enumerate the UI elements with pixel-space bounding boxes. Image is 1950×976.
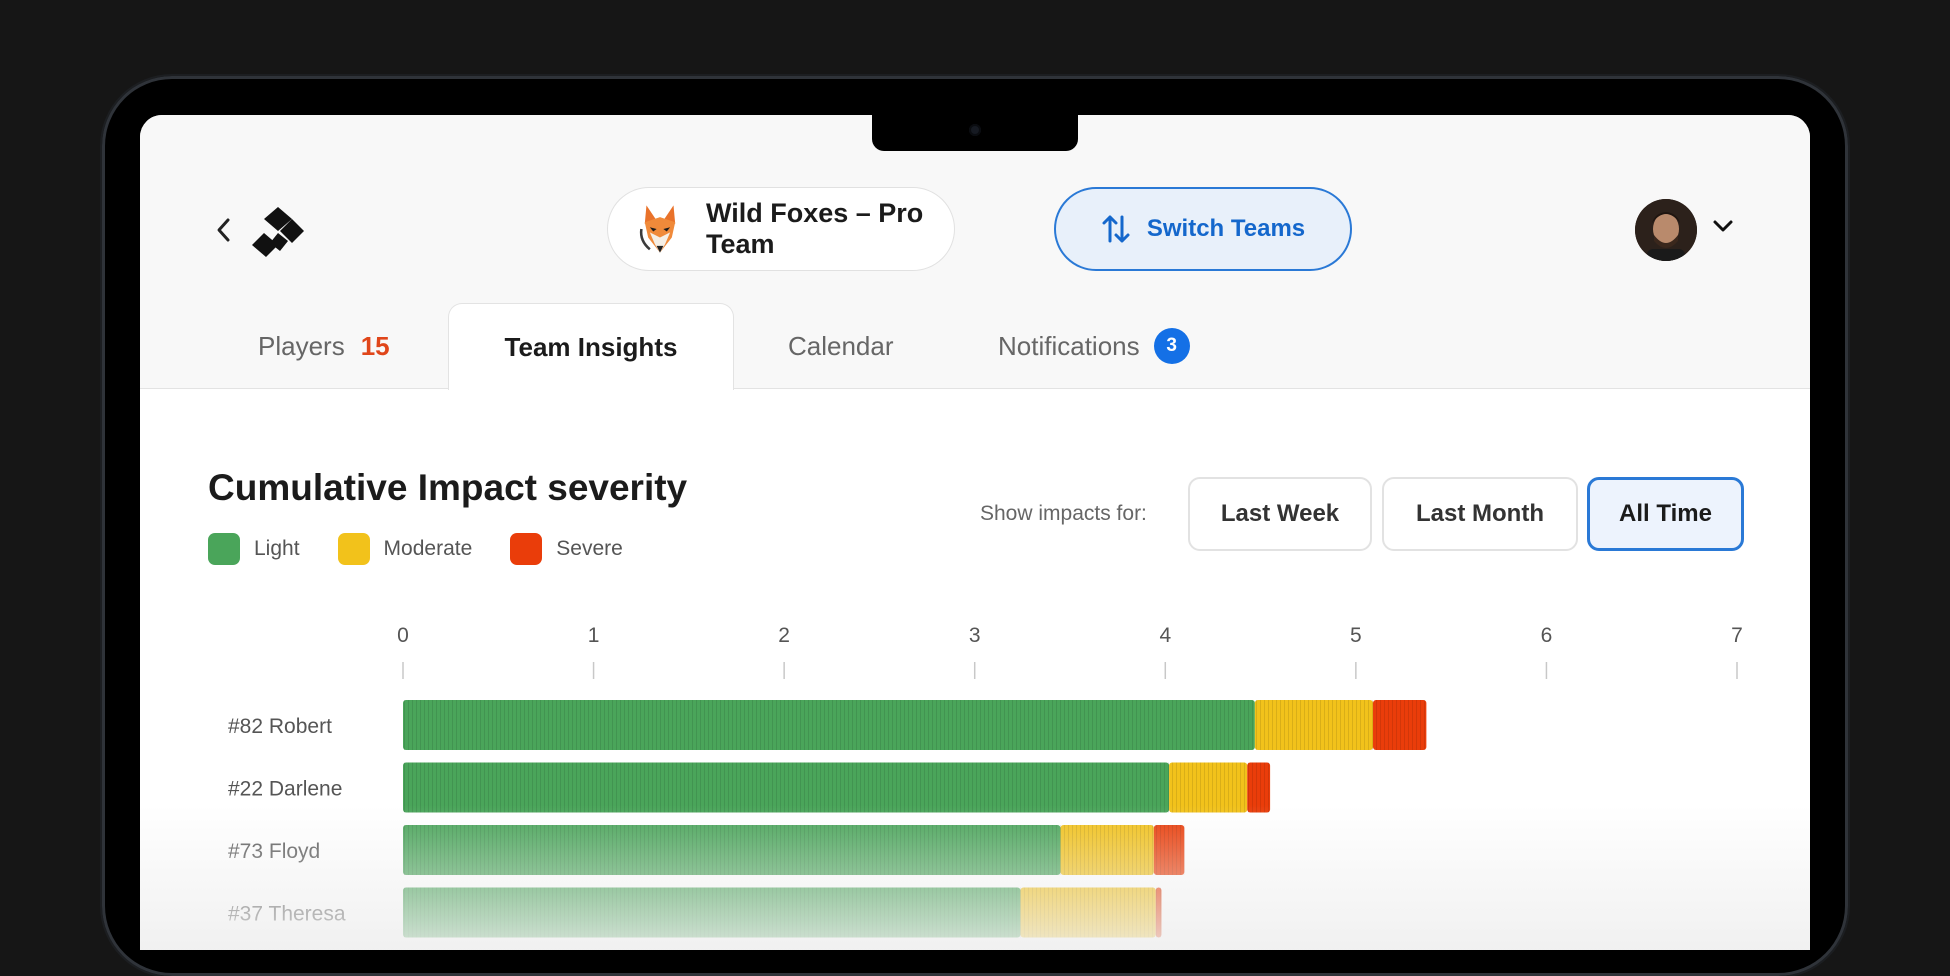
tab-team-insights[interactable]: Team Insights: [448, 303, 734, 390]
x-tick-label: 3: [969, 624, 981, 647]
chevron-left-icon: [217, 218, 230, 242]
x-tick-label: 6: [1541, 624, 1553, 647]
legend-item-light: Light: [208, 533, 300, 565]
x-tick-label: 2: [778, 624, 790, 647]
range-last-month-button[interactable]: Last Month: [1382, 477, 1578, 551]
switch-teams-label: Switch Teams: [1146, 215, 1306, 242]
tab-calendar[interactable]: Calendar: [788, 303, 894, 389]
legend-label-severe: Severe: [556, 537, 623, 560]
header-bar: Wild Foxes – Pro Team Switch Teams Pla: [140, 115, 1810, 390]
legend-label-light: Light: [254, 537, 300, 560]
chart-legend: Light Moderate Severe: [208, 533, 661, 565]
swap-vertical-icon: [1102, 215, 1130, 243]
bar-texture: [1247, 762, 1271, 813]
team-selector[interactable]: Wild Foxes – Pro Team: [607, 187, 955, 271]
fox-logo-icon: [639, 205, 676, 253]
range-all-time-button[interactable]: All Time: [1587, 477, 1744, 551]
chart-title: Cumulative Impact severity: [208, 467, 688, 508]
chart-row: #37 Theresa: [228, 887, 1162, 938]
avatar-photo-icon: [1635, 199, 1697, 261]
team-name: Wild Foxes – Pro Team: [705, 198, 924, 259]
bar-texture: [1020, 887, 1156, 938]
bar-texture: [403, 762, 1170, 813]
legend-item-severe: Severe: [510, 533, 623, 565]
tab-players-label: Players: [258, 330, 345, 361]
x-tick-label: 5: [1350, 624, 1362, 647]
chart-row: #73 Floyd: [228, 825, 1185, 875]
bar-texture: [403, 887, 1021, 938]
bar-texture: [403, 825, 1061, 875]
notifications-badge: 3: [1153, 328, 1190, 364]
row-label: #73 Floyd: [228, 840, 320, 863]
x-tick-label: 7: [1731, 624, 1743, 647]
tab-team-insights-label: Team Insights: [504, 331, 678, 362]
tab-notifications-label: Notifications: [998, 330, 1140, 361]
bar-texture: [1153, 825, 1185, 875]
row-label: #82 Robert: [228, 715, 332, 738]
x-tick-label: 1: [588, 624, 600, 647]
x-tick-label: 4: [1159, 624, 1171, 647]
range-last-month-label: Last Month: [1416, 500, 1544, 527]
x-tick-label: 0: [397, 624, 409, 647]
show-impacts-label: Show impacts for:: [980, 502, 1147, 525]
bar-texture: [1155, 887, 1162, 938]
camera-notch: [872, 115, 1078, 151]
tab-players[interactable]: Players 15: [258, 303, 390, 389]
x-axis: 0 1 2 3 4 5 6 7: [397, 624, 1743, 679]
back-button[interactable]: [212, 215, 236, 245]
range-all-time-label: All Time: [1619, 500, 1712, 527]
row-label: #37 Theresa: [228, 903, 346, 926]
tab-notifications[interactable]: Notifications 3: [998, 303, 1190, 389]
range-last-week-button[interactable]: Last Week: [1188, 477, 1372, 551]
bar-texture: [403, 700, 1255, 750]
tab-bar: Players 15 Team Insights Calendar Notifi…: [140, 303, 1810, 390]
bar-texture: [1254, 700, 1374, 750]
chart-row: #82 Robert: [228, 700, 1427, 750]
tab-calendar-label: Calendar: [788, 330, 894, 361]
bar-texture: [1060, 825, 1154, 875]
players-count: 15: [360, 330, 390, 361]
chevron-down-icon[interactable]: [1712, 219, 1734, 233]
range-last-week-label: Last Week: [1220, 500, 1340, 527]
app-screen: Wild Foxes – Pro Team Switch Teams Pla: [140, 115, 1810, 950]
legend-label-moderate: Moderate: [383, 537, 473, 560]
bar-texture: [1373, 700, 1427, 750]
switch-teams-button[interactable]: Switch Teams: [1054, 187, 1352, 271]
bar-texture: [1169, 762, 1248, 813]
legend-swatch-moderate: [337, 533, 370, 565]
legend-item-moderate: Moderate: [337, 533, 473, 565]
legend-swatch-light: [208, 533, 240, 565]
chart-row: #22 Darlene: [228, 762, 1271, 813]
user-avatar[interactable]: [1635, 199, 1697, 261]
legend-swatch-severe: [510, 533, 543, 565]
row-label: #22 Darlene: [228, 778, 342, 801]
brand-logo[interactable]: [252, 207, 304, 257]
camera-icon: [969, 124, 981, 136]
chart-rows: #82 Robert #22 Darlene #73 Floyd #37 Theres…: [228, 700, 1427, 938]
